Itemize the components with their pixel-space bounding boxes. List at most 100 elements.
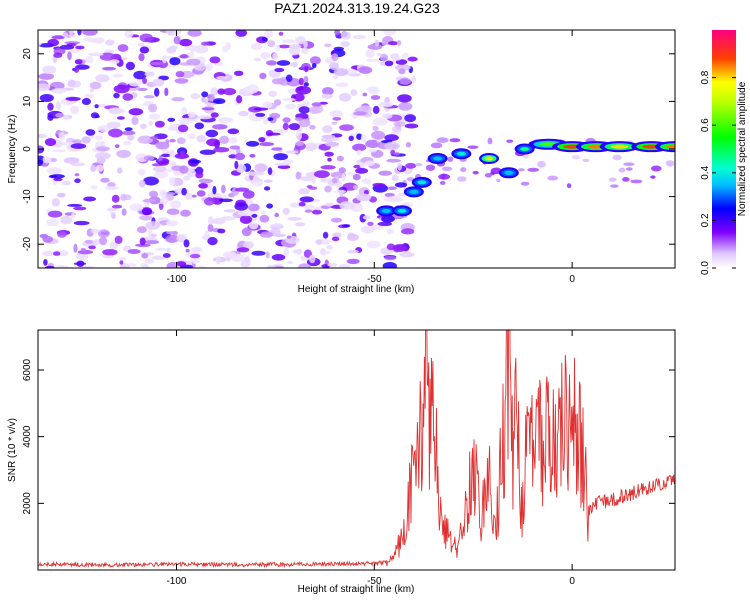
- heatmap-cell: [322, 87, 334, 96]
- heatmap-cell: [298, 188, 310, 195]
- heatmap-cell: [38, 41, 42, 46]
- heatmap-cell: [194, 122, 205, 130]
- heatmap-cell: [148, 190, 159, 198]
- heatmap-cell: [314, 170, 330, 179]
- heatmap-signal-core: [504, 170, 514, 175]
- y-tick-label: 2000: [22, 492, 33, 515]
- heatmap-cell: [324, 43, 332, 48]
- heatmap-cell: [190, 246, 203, 254]
- heatmap-cell: [622, 177, 630, 182]
- heatmap-cell: [383, 30, 396, 36]
- heatmap-cell: [186, 58, 201, 66]
- heatmap-cell: [227, 128, 240, 135]
- heatmap-cell: [60, 215, 73, 225]
- heatmap-cell: [287, 217, 302, 221]
- heatmap-cell: [303, 75, 309, 84]
- heatmap-cell: [249, 222, 259, 230]
- heatmap-cell: [84, 239, 93, 244]
- x-tick-label: -50: [367, 274, 382, 285]
- heatmap-cell: [457, 176, 467, 182]
- heatmap-cell: [81, 98, 91, 105]
- heatmap-cell: [282, 39, 296, 44]
- spectrogram-x-label: Height of straight line (km): [298, 284, 415, 295]
- heatmap-cell: [299, 196, 314, 203]
- heatmap-cell: [325, 141, 339, 147]
- heatmap-cell: [278, 44, 291, 49]
- snr-y-ticks: 2000 4000 6000: [22, 358, 675, 514]
- heatmap-cell: [139, 33, 153, 43]
- heatmap-cell: [219, 135, 230, 145]
- heatmap-cell: [205, 129, 219, 138]
- heatmap-cell: [399, 77, 411, 85]
- heatmap-cell: [234, 160, 239, 170]
- heatmap-cell: [399, 251, 415, 258]
- heatmap-cell: [164, 87, 169, 97]
- heatmap-cell: [321, 134, 336, 139]
- heatmap-cell: [153, 166, 167, 172]
- heatmap-cell: [266, 60, 277, 66]
- heatmap-cell: [55, 112, 65, 118]
- heatmap-cell: [358, 66, 373, 74]
- snr-series-line: [38, 330, 675, 569]
- heatmap-cell: [612, 154, 622, 161]
- heatmap-cell: [331, 53, 339, 62]
- heatmap-cell: [289, 202, 302, 208]
- heatmap-cell: [311, 102, 322, 107]
- heatmap-cell: [80, 247, 86, 252]
- heatmap-cell: [136, 87, 148, 91]
- heatmap-cell: [38, 73, 55, 80]
- heatmap-cell: [56, 192, 66, 198]
- heatmap-cell: [353, 164, 362, 169]
- heatmap-cell: [63, 157, 80, 164]
- snr-y-label: SNR (10 * v/v): [7, 418, 18, 482]
- heatmap-cell: [53, 177, 63, 182]
- heatmap-cell: [201, 97, 206, 103]
- heatmap-cell: [43, 259, 48, 266]
- heatmap-cell: [83, 37, 97, 42]
- heatmap-cell: [99, 236, 108, 246]
- heatmap-cell: [268, 90, 278, 97]
- heatmap-cell: [271, 223, 283, 228]
- heatmap-cell: [165, 30, 182, 36]
- heatmap-cell: [377, 221, 393, 227]
- heatmap-cell: [170, 200, 182, 209]
- heatmap-cell: [340, 41, 351, 47]
- heatmap-cell: [235, 30, 247, 37]
- y-tick-label: 4000: [22, 425, 33, 448]
- heatmap-cell: [97, 125, 111, 133]
- heatmap-cell: [76, 252, 89, 260]
- heatmap-cell: [246, 140, 260, 147]
- heatmap-cell: [108, 128, 123, 138]
- heatmap-cell: [254, 163, 268, 173]
- heatmap-cell: [125, 61, 135, 71]
- heatmap-cell: [319, 250, 332, 255]
- heatmap-cell: [329, 62, 339, 71]
- heatmap-cell: [229, 145, 241, 150]
- heatmap-cell: [566, 183, 572, 189]
- heatmap-cell: [651, 165, 662, 172]
- heatmap-cell: [393, 121, 406, 127]
- heatmap-cell: [122, 140, 132, 146]
- x-tick-label: -100: [166, 274, 186, 285]
- heatmap-cell: [85, 56, 94, 64]
- heatmap-cell: [70, 105, 79, 115]
- heatmap-cell: [234, 202, 249, 211]
- heatmap-cell: [206, 138, 221, 147]
- heatmap-cell: [309, 56, 321, 65]
- heatmap-cell: [320, 176, 327, 182]
- heatmap-cell: [371, 130, 386, 140]
- heatmap-cell: [117, 44, 129, 52]
- heatmap-cell: [135, 243, 151, 247]
- heatmap-cell: [222, 251, 237, 258]
- heatmap-cell: [61, 180, 72, 186]
- heatmap-cell: [162, 55, 167, 64]
- heatmap-cell: [196, 190, 206, 197]
- heatmap-cell: [332, 116, 342, 121]
- heatmap-cell: [169, 124, 179, 130]
- heatmap-cell: [234, 152, 246, 161]
- colorbar-tick-label: 0.6: [700, 118, 711, 132]
- heatmap-cell: [198, 265, 206, 268]
- heatmap-cell: [353, 111, 367, 116]
- heatmap-cell: [439, 180, 446, 185]
